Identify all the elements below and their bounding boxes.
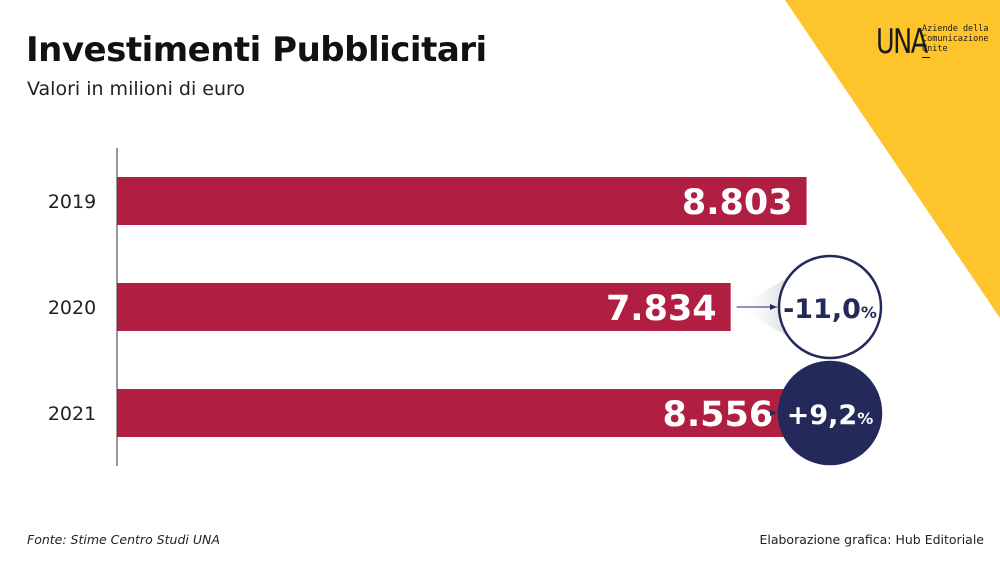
bar-value-label: 8.556 [663, 395, 774, 435]
yellow-triangle [785, 0, 1000, 318]
change-badge-unit: % [857, 409, 873, 428]
credit-note: Elaborazione grafica: Hub Editoriale [759, 532, 984, 547]
callout-arrow-head [770, 304, 777, 310]
bar-2019 [117, 177, 807, 225]
callout-arrow-head [770, 410, 777, 416]
change-badge-circle [777, 254, 883, 360]
y-tick-label: 2021 [48, 403, 96, 425]
una-logo: UNA Aziende della Comunicazione Unite [876, 22, 989, 68]
bar-2020 [117, 283, 731, 331]
y-tick-label: 2020 [48, 297, 96, 319]
bar-value-label: 7.834 [606, 289, 717, 329]
chart-subtitle: Valori in milioni di euro [27, 78, 246, 100]
una-logo-mark: UNA [876, 22, 928, 62]
bar-value-label: 8.803 [682, 183, 793, 223]
change-badge-circle [777, 360, 883, 466]
y-tick-label: 2019 [48, 191, 96, 213]
una-logo-underline [922, 57, 930, 58]
source-note: Fonte: Stime Centro Studi UNA [27, 532, 220, 547]
chart-title: Investimenti Pubblicitari [26, 30, 487, 70]
bar-2021 [117, 389, 788, 437]
change-badge-unit: % [861, 303, 877, 322]
una-logo-text: Aziende della Comunicazione Unite [922, 24, 989, 54]
